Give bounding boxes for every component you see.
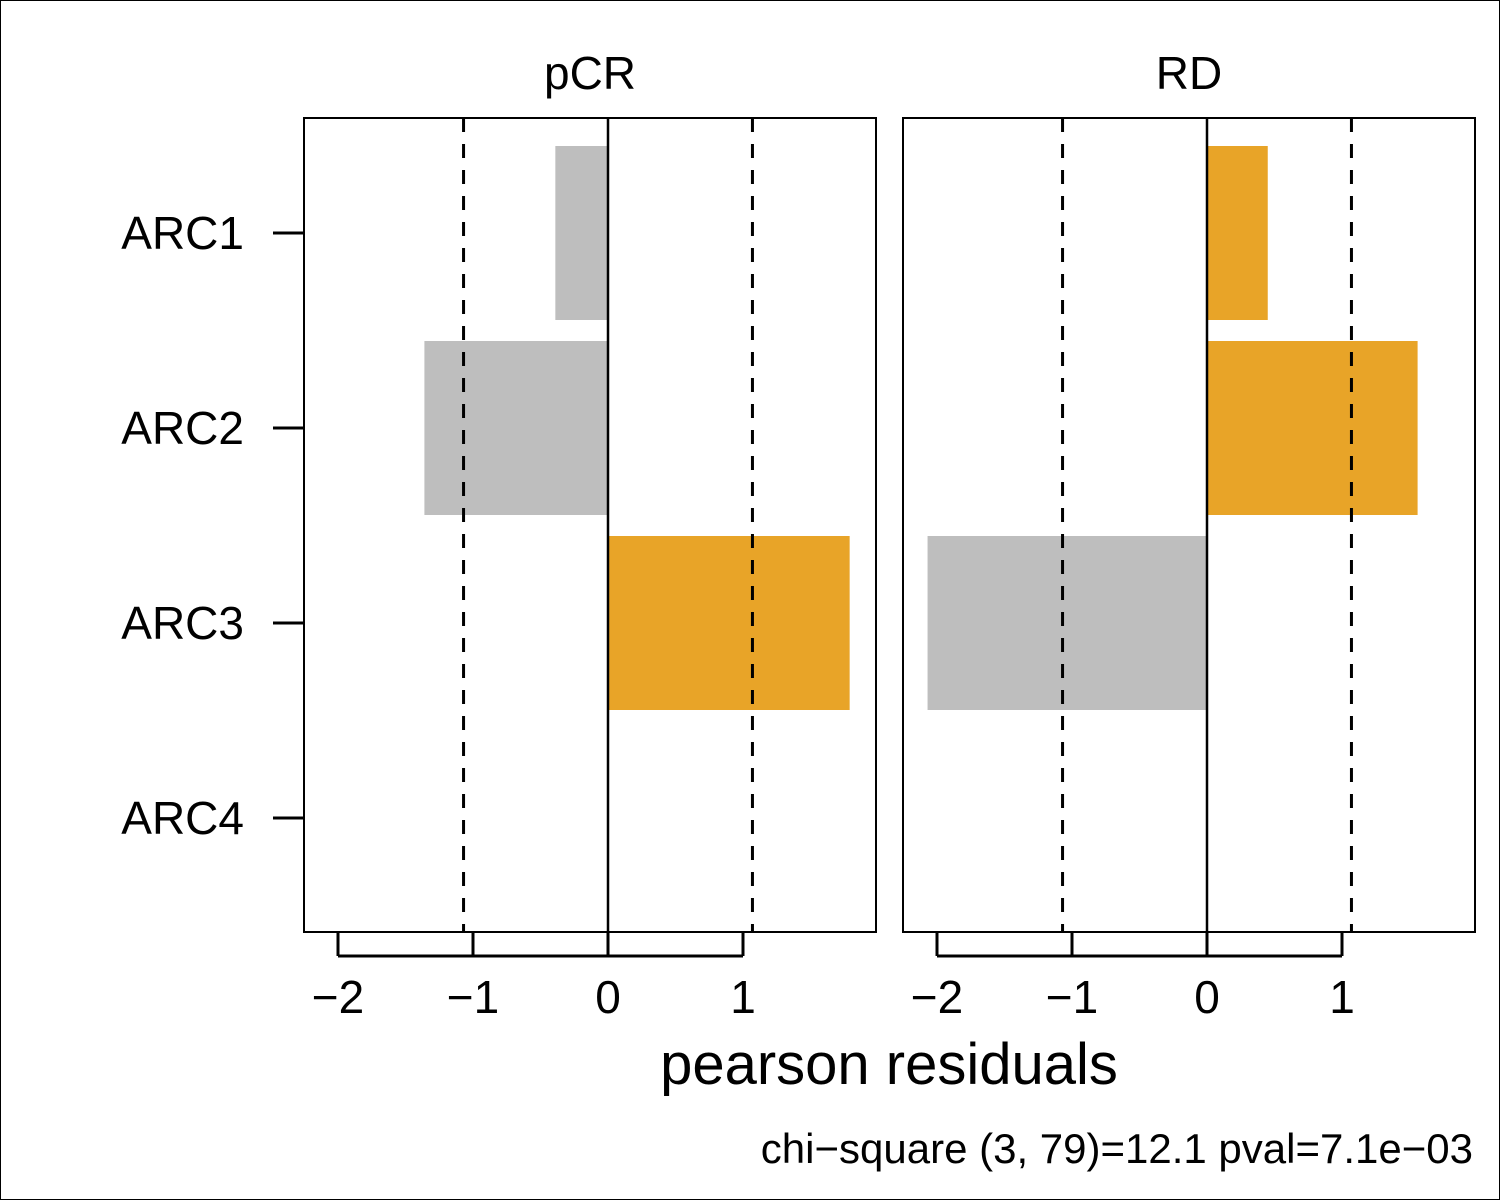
- panel-title-pCR: pCR: [544, 47, 636, 99]
- bar-RD-ARC1: [1207, 146, 1268, 320]
- x-tick-label: 0: [1194, 971, 1220, 1023]
- bar-RD-ARC3: [927, 536, 1207, 710]
- panel-RD: RD −2 −1 0 1: [902, 47, 1476, 1023]
- x-tick-label: −2: [312, 971, 364, 1023]
- bar-pCR-ARC1: [555, 146, 608, 320]
- y-tick-label-ARC3: ARC3: [121, 597, 244, 649]
- x-tick-label: 1: [730, 971, 756, 1023]
- panel-border: [303, 117, 877, 933]
- x-tick-label: −1: [447, 971, 499, 1023]
- x-tick-label: 0: [595, 971, 621, 1023]
- y-tick-label-ARC1: ARC1: [121, 207, 244, 259]
- panel-pCR: pCR −2 −1 0 1: [303, 47, 877, 1023]
- panel-border: [902, 117, 1476, 933]
- x-tick-label: −1: [1046, 971, 1098, 1023]
- bar-pCR-ARC3: [608, 536, 850, 710]
- bar-RD-ARC2: [1207, 341, 1418, 515]
- y-tick-label-ARC4: ARC4: [121, 792, 244, 844]
- panel-title-RD: RD: [1156, 47, 1222, 99]
- chi-square-footnote: chi−square (3, 79)=12.1 pval=7.1e−03: [761, 1125, 1473, 1172]
- y-tick-label-ARC2: ARC2: [121, 402, 244, 454]
- bar-pCR-ARC2: [424, 341, 608, 515]
- x-tick-label: −2: [911, 971, 963, 1023]
- x-axis-title: pearson residuals: [660, 1032, 1118, 1097]
- x-tick-label: 1: [1329, 971, 1355, 1023]
